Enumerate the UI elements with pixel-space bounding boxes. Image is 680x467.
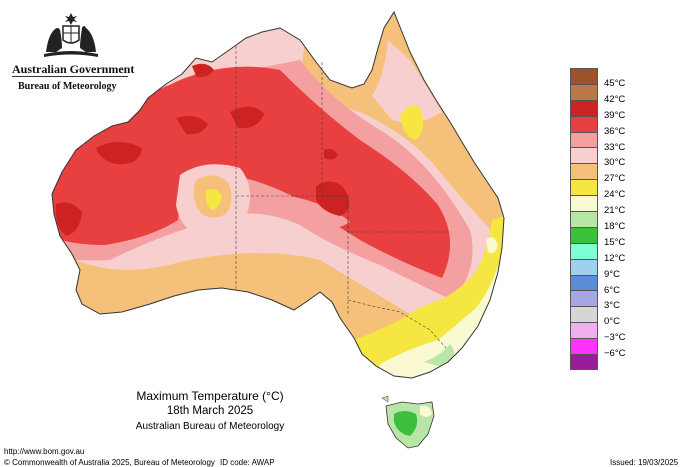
legend-swatch xyxy=(570,242,598,259)
legend-label: 33°C xyxy=(604,141,626,153)
legend-item: 30°C xyxy=(570,147,650,168)
legend-swatch xyxy=(570,147,598,164)
legend-item: 15°C xyxy=(570,226,650,248)
legend-item: 33°C xyxy=(570,131,650,153)
website-link[interactable]: http://www.bom.gov.au xyxy=(4,447,85,456)
zone-33c-central xyxy=(290,196,350,229)
legend-label: 6°C xyxy=(604,284,620,296)
legend-swatch xyxy=(570,131,598,148)
legend-label: 45°C xyxy=(604,77,626,89)
zone-36c xyxy=(52,66,451,278)
zone-39c-north xyxy=(192,63,214,78)
legend-item: 9°C xyxy=(570,258,650,280)
legend-swatch xyxy=(570,274,598,291)
legend-label: 39°C xyxy=(604,109,626,121)
zone-39c-kimberley xyxy=(176,116,208,135)
legend-swatch xyxy=(570,322,598,339)
legend-item: 24°C xyxy=(570,179,650,200)
legend-label: 42°C xyxy=(604,93,626,105)
legend-swatch xyxy=(570,338,598,355)
zone-39c-top-end xyxy=(230,106,264,129)
zone-39c-gulf xyxy=(324,148,338,160)
legend-item: 12°C xyxy=(570,242,650,264)
legend-item: 6°C xyxy=(570,274,650,296)
map-date: 18th March 2025 xyxy=(166,405,254,417)
legend-swatch xyxy=(570,83,598,100)
legend-item: 0°C xyxy=(570,306,650,327)
legend-swatch xyxy=(570,226,598,243)
legend-item xyxy=(570,354,650,370)
legend-swatch xyxy=(570,99,598,116)
map-title: Maximum Temperature (°C) xyxy=(136,389,284,403)
qld-nsw-border xyxy=(322,195,452,233)
zone-30c-cape-york xyxy=(372,40,442,123)
coat-of-arms-icon xyxy=(44,13,98,57)
legend-item: 3°C xyxy=(570,290,650,311)
legend-swatch xyxy=(570,195,598,212)
id-code: ID code: AWAP xyxy=(220,458,275,467)
tasmania xyxy=(381,395,435,449)
issued-date: Issued: 19/03/2025 xyxy=(610,458,679,467)
government-name: Australian Government xyxy=(12,62,135,76)
zone-39c-pilbara xyxy=(96,142,142,165)
legend-label: 9°C xyxy=(604,268,620,280)
nsw-vic-border xyxy=(347,299,447,349)
copyright-notice: © Commonwealth of Australia 2025, Bureau… xyxy=(4,458,215,467)
legend-label: 21°C xyxy=(604,205,626,217)
zone-39c-west-coast xyxy=(55,202,82,236)
legend-item: 36°C xyxy=(570,115,650,137)
legend-label: −3°C xyxy=(604,332,626,344)
legend-item: −6°C xyxy=(570,338,650,359)
legend-item: −3°C xyxy=(570,322,650,343)
legend-item: 39°C xyxy=(570,99,650,121)
legend-label: 24°C xyxy=(604,189,626,201)
legend-swatch xyxy=(570,354,598,370)
legend-label: 0°C xyxy=(604,316,620,328)
legend-swatch xyxy=(570,290,598,307)
legend-swatch xyxy=(570,115,598,132)
zone-24c-interior xyxy=(205,188,222,210)
legend-swatch xyxy=(570,211,598,227)
legend-item: 21°C xyxy=(570,195,650,216)
legend-swatch xyxy=(570,306,598,323)
zone-18c-alps xyxy=(424,344,455,368)
legend-label: 27°C xyxy=(604,173,626,185)
header-divider xyxy=(12,76,128,77)
zone-21c-east-coast xyxy=(486,237,498,254)
zone-24c-cape xyxy=(400,105,424,140)
coastline xyxy=(51,10,505,379)
legend-label: 18°C xyxy=(604,220,626,232)
bureau-name: Bureau of Meteorology xyxy=(18,81,117,92)
state-borders xyxy=(235,46,452,349)
legend-label: −6°C xyxy=(604,348,626,360)
legend-label: 30°C xyxy=(604,157,626,169)
legend-label: 12°C xyxy=(604,252,626,264)
legend-swatch xyxy=(570,68,598,84)
zone-39c-central xyxy=(316,181,350,216)
legend-swatch xyxy=(570,258,598,275)
legend-label: 15°C xyxy=(604,236,626,248)
legend-label: 3°C xyxy=(604,300,620,312)
temperature-legend: 45°C 42°C 39°C 36°C 33°C 30°C 27°C 24°C 21°C 18°C… xyxy=(570,68,650,370)
legend-swatch xyxy=(570,163,598,180)
legend-item: 45°C xyxy=(570,68,650,89)
legend-item: 18°C xyxy=(570,211,650,232)
mainland-australia xyxy=(52,12,504,378)
map-source: Australian Bureau of Meteorology xyxy=(135,421,285,432)
legend-item: 42°C xyxy=(570,83,650,105)
legend-label: 36°C xyxy=(604,125,626,137)
legend-item: 27°C xyxy=(570,163,650,184)
legend-swatch xyxy=(570,179,598,196)
